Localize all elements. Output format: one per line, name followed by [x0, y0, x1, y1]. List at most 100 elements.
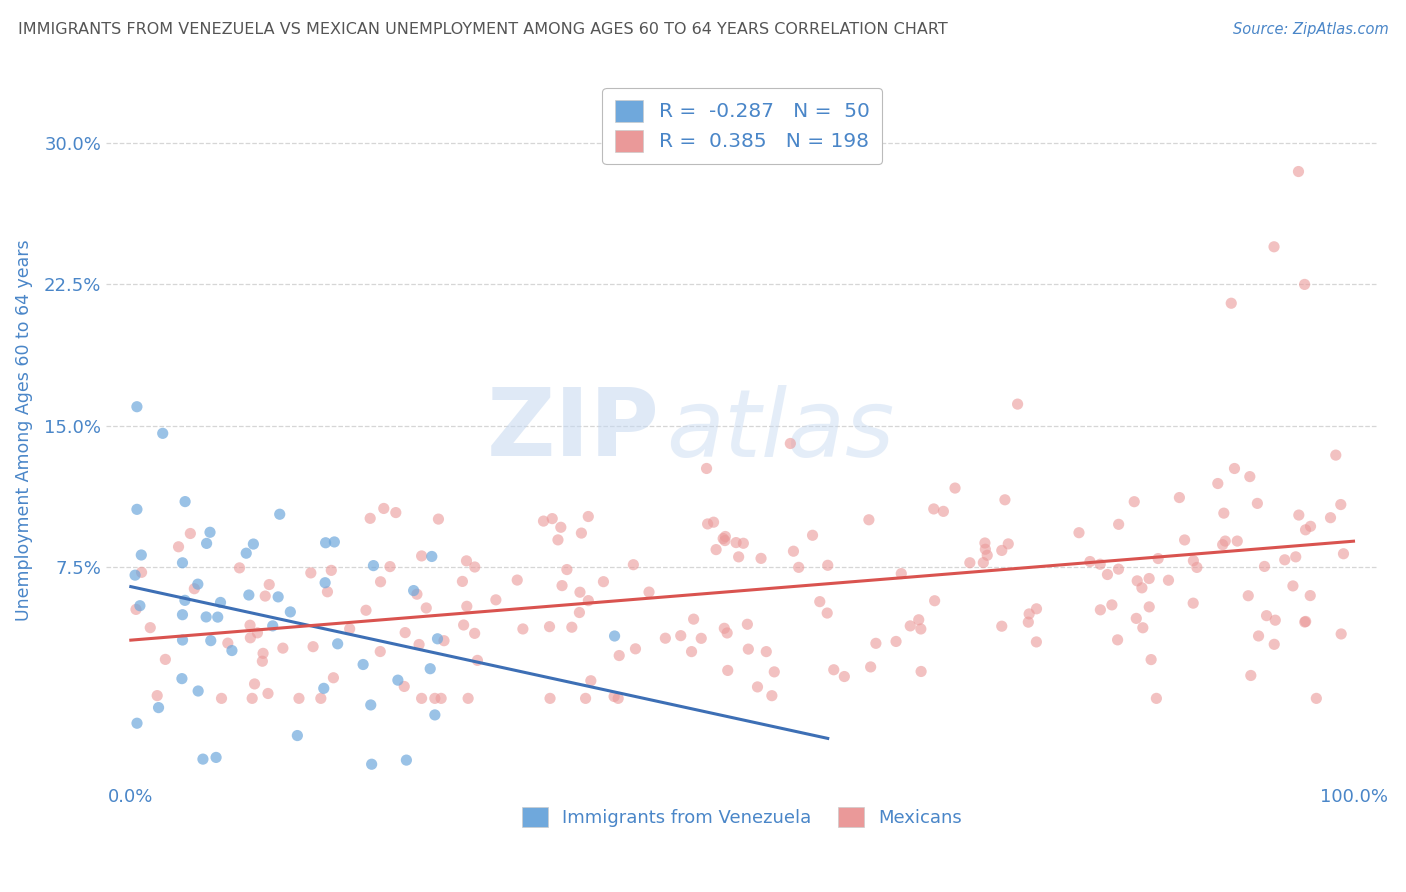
Point: [148, 700, 170, 714]
Point: [207, 610, 229, 624]
Point: [779, 436, 801, 450]
Point: [737, 642, 759, 657]
Point: [696, 516, 718, 531]
Point: [1247, 629, 1270, 643]
Point: [787, 560, 810, 574]
Point: [363, 558, 385, 573]
Point: [315, 535, 337, 549]
Point: [124, 568, 146, 582]
Point: [1137, 599, 1160, 614]
Point: [681, 645, 703, 659]
Point: [512, 622, 534, 636]
Point: [1182, 596, 1205, 610]
Point: [603, 629, 626, 643]
Point: [714, 533, 737, 548]
Point: [991, 543, 1014, 558]
Point: [1333, 547, 1355, 561]
Point: [302, 640, 325, 654]
Point: [352, 657, 374, 672]
Point: [907, 613, 929, 627]
Point: [172, 556, 194, 570]
Point: [703, 515, 725, 529]
Point: [453, 618, 475, 632]
Point: [430, 691, 453, 706]
Point: [1140, 652, 1163, 666]
Point: [285, 729, 308, 743]
Point: [574, 691, 596, 706]
Point: [217, 636, 239, 650]
Point: [228, 561, 250, 575]
Point: [943, 481, 966, 495]
Point: [1253, 559, 1275, 574]
Point: [322, 671, 344, 685]
Point: [727, 549, 749, 564]
Point: [1226, 534, 1249, 549]
Point: [426, 632, 449, 646]
Point: [1067, 525, 1090, 540]
Point: [1132, 621, 1154, 635]
Point: [1294, 277, 1316, 292]
Point: [467, 653, 489, 667]
Point: [179, 526, 201, 541]
Point: [385, 506, 408, 520]
Point: [733, 536, 755, 550]
Point: [1223, 461, 1246, 475]
Point: [682, 612, 704, 626]
Point: [485, 592, 508, 607]
Point: [1101, 598, 1123, 612]
Point: [235, 546, 257, 560]
Point: [411, 691, 433, 706]
Point: [314, 575, 336, 590]
Point: [427, 512, 450, 526]
Point: [638, 585, 661, 599]
Point: [823, 663, 845, 677]
Point: [195, 536, 218, 550]
Y-axis label: Unemployment Among Ages 60 to 64 years: Unemployment Among Ages 60 to 64 years: [15, 239, 32, 621]
Point: [858, 513, 880, 527]
Point: [1330, 498, 1353, 512]
Point: [195, 610, 218, 624]
Point: [1108, 562, 1130, 576]
Point: [1157, 573, 1180, 587]
Point: [221, 643, 243, 657]
Point: [1330, 627, 1353, 641]
Point: [209, 595, 232, 609]
Point: [990, 619, 1012, 633]
Point: [717, 664, 740, 678]
Point: [550, 520, 572, 534]
Point: [1237, 589, 1260, 603]
Point: [592, 574, 614, 589]
Point: [243, 677, 266, 691]
Point: [737, 617, 759, 632]
Point: [1239, 469, 1261, 483]
Point: [910, 622, 932, 636]
Point: [152, 426, 174, 441]
Point: [551, 579, 574, 593]
Point: [172, 633, 194, 648]
Point: [1168, 491, 1191, 505]
Point: [690, 632, 713, 646]
Point: [696, 461, 718, 475]
Point: [187, 577, 209, 591]
Point: [1147, 551, 1170, 566]
Point: [579, 673, 602, 688]
Point: [994, 492, 1017, 507]
Point: [865, 636, 887, 650]
Point: [974, 542, 997, 557]
Point: [1274, 553, 1296, 567]
Point: [607, 691, 630, 706]
Point: [395, 753, 418, 767]
Point: [360, 757, 382, 772]
Point: [1319, 510, 1341, 524]
Point: [1088, 558, 1111, 572]
Point: [713, 621, 735, 635]
Point: [815, 606, 838, 620]
Point: [884, 634, 907, 648]
Point: [1294, 615, 1316, 629]
Point: [972, 556, 994, 570]
Point: [252, 646, 274, 660]
Point: [464, 560, 486, 574]
Point: [316, 584, 339, 599]
Point: [1107, 632, 1129, 647]
Point: [368, 644, 391, 658]
